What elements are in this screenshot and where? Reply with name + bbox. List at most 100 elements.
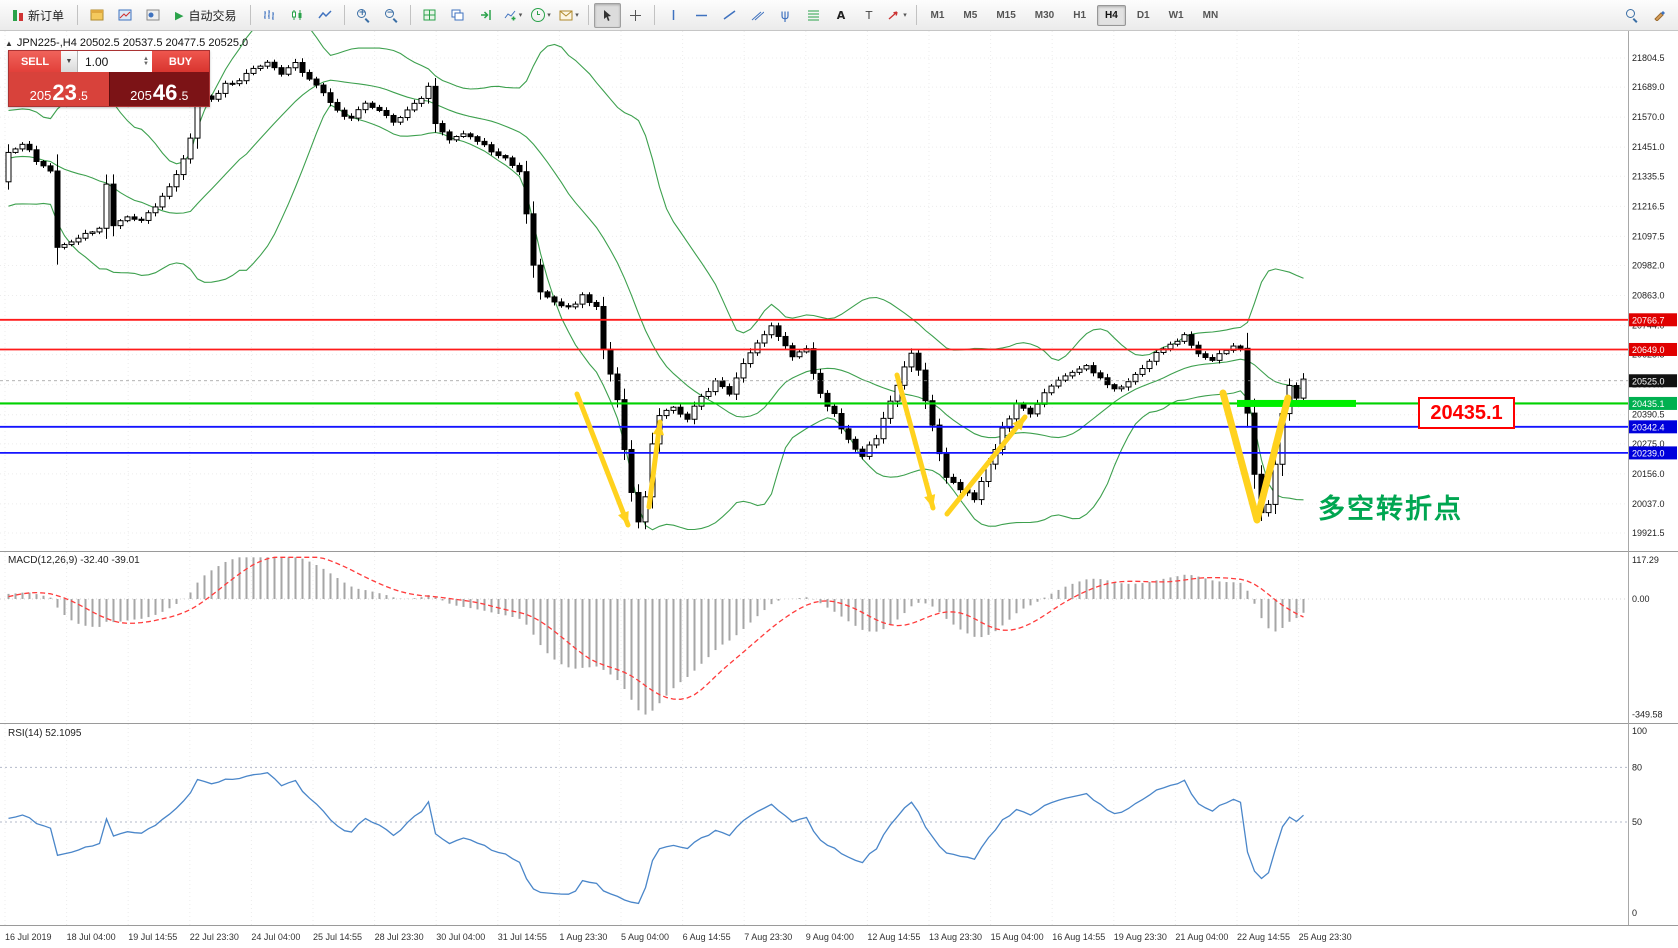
- timeframe-m15[interactable]: M15: [996, 9, 1016, 21]
- macd-panel-canvas[interactable]: 117.29 0.00 -349.58: [0, 551, 1678, 723]
- search-icon[interactable]: [1618, 3, 1645, 28]
- price-chart-canvas[interactable]: 21804.5 21689.0 21570.0 21451.0 21335.5 21216…: [0, 31, 1678, 551]
- toolbar-separator: [587, 5, 589, 25]
- templates-icon[interactable]: ▾: [556, 3, 583, 28]
- ask-price-suffix: .5: [178, 89, 189, 103]
- price-scale-label: 20275.0: [1632, 439, 1665, 449]
- rsi-scale-label: 80: [1632, 762, 1642, 772]
- bar-chart-icon[interactable]: [256, 3, 283, 28]
- equidistant-channel-icon[interactable]: [744, 3, 771, 28]
- charts-window-icon[interactable]: [83, 3, 110, 28]
- time-label: 19 Aug 23:30: [1113, 932, 1167, 942]
- andrews-pitchfork-icon[interactable]: ψ: [780, 7, 790, 23]
- support-highlight-segment[interactable]: [1237, 399, 1356, 407]
- indicators-icon[interactable]: ▾: [500, 3, 527, 28]
- price-scale-label: 21451.0: [1632, 142, 1665, 152]
- svg-text:20435.1: 20435.1: [1632, 399, 1665, 409]
- market-watch-icon[interactable]: [111, 3, 138, 28]
- timeframe-h4[interactable]: H4: [1097, 4, 1126, 26]
- toolbar-separator: [343, 5, 345, 25]
- autotrading-button[interactable]: ▶ 自动交易: [175, 8, 237, 23]
- price-scale-label: 20863.0: [1632, 291, 1665, 301]
- collapse-chart-icon[interactable]: ▲: [5, 38, 13, 48]
- timeframe-h1[interactable]: H1: [1073, 9, 1087, 21]
- chart-shift-icon[interactable]: [472, 3, 499, 28]
- timeframe-m1[interactable]: M1: [930, 9, 945, 21]
- hline-price-badge: [1629, 342, 1677, 356]
- rsi-scale-label: 0: [1632, 908, 1637, 918]
- zoom-in-icon[interactable]: +: [350, 3, 377, 28]
- price-scale-label: 21335.5: [1632, 171, 1665, 181]
- line-chart-icon[interactable]: [312, 3, 339, 28]
- order-type-dropdown[interactable]: ▼: [61, 51, 78, 72]
- rsi-line: [8, 772, 1304, 905]
- volume-stepper[interactable]: ▲ ▼: [143, 55, 149, 67]
- symbol-line-text: JPN225-,H4 20502.5 20537.5 20477.5 20525…: [16, 37, 249, 49]
- timeframe-mn[interactable]: MN: [1202, 9, 1219, 21]
- trendline-icon[interactable]: [716, 3, 743, 28]
- price-scale-label: 19921.5: [1632, 528, 1665, 538]
- bid-price-big: 23: [52, 80, 77, 105]
- time-label: 16 Jul 2019: [5, 932, 52, 942]
- price-callout-box: 20435.1: [1418, 397, 1515, 429]
- crosshair-icon[interactable]: [622, 3, 649, 28]
- time-label: 15 Aug 04:00: [990, 932, 1044, 942]
- text-label-icon[interactable]: T: [865, 8, 873, 22]
- volume-increase-icon[interactable]: ▲: [143, 55, 149, 62]
- bid-price-display[interactable]: 205 23.5: [9, 72, 109, 106]
- ask-price-display[interactable]: 205 46.5: [108, 72, 209, 106]
- price-scale-label: 21804.5: [1632, 53, 1665, 63]
- periods-icon[interactable]: ▾: [528, 3, 555, 28]
- time-label: 25 Jul 14:55: [313, 932, 363, 942]
- price-scale-label: 20156.0: [1632, 469, 1665, 479]
- horizontal-line-icon[interactable]: [688, 3, 715, 28]
- rebound-up-arrow-2[interactable]: [944, 414, 1028, 517]
- time-label: 18 Jul 04:00: [66, 932, 116, 942]
- time-label: 12 Aug 14:55: [867, 932, 921, 942]
- time-axis[interactable]: 16 Jul 2019 18 Jul 04:00 19 Jul 14:55 22 Ju…: [0, 925, 1678, 948]
- new-order-button[interactable]: 新订单: [5, 3, 72, 28]
- time-label: 22 Aug 14:55: [1237, 932, 1291, 942]
- arrows-icon[interactable]: ▾: [884, 3, 911, 28]
- impulse-down-arrow-2[interactable]: [894, 372, 936, 511]
- hline-price-badge: [1629, 396, 1677, 410]
- timeframe-w1[interactable]: W1: [1168, 9, 1184, 21]
- rsi-scale-label: 100: [1632, 726, 1647, 736]
- cursor-icon[interactable]: [593, 2, 621, 28]
- fibonacci-icon[interactable]: [800, 3, 827, 28]
- time-label: 1 Aug 23:30: [559, 932, 608, 942]
- impulse-down-arrow-1[interactable]: [574, 391, 631, 528]
- rsi-indicator-label: RSI(14) 52.1095: [8, 728, 82, 739]
- price-scale-label: 21689.0: [1632, 82, 1665, 92]
- chart-window: 21804.5 21689.0 21570.0 21451.0 21335.5 21216…: [0, 31, 1678, 948]
- sell-button[interactable]: SELL: [9, 51, 61, 72]
- time-label: 19 Jul 14:55: [128, 932, 178, 942]
- candle-chart-icon[interactable]: [284, 3, 311, 28]
- current-price-badge: [1629, 374, 1677, 388]
- timeframe-d1[interactable]: D1: [1136, 9, 1150, 21]
- zoom-out-icon[interactable]: −: [378, 3, 405, 28]
- navigator-icon[interactable]: [139, 3, 166, 28]
- style-brush-icon[interactable]: [1646, 3, 1673, 28]
- volume-decrease-icon[interactable]: ▼: [143, 60, 149, 67]
- vertical-line-icon[interactable]: [660, 3, 687, 28]
- symbol-ohlc-label: ▲ JPN225-,H4 20502.5 20537.5 20477.5 205…: [5, 37, 248, 49]
- timeframe-m30[interactable]: M30: [1034, 9, 1055, 21]
- macd-signal-line: [8, 556, 1304, 700]
- time-label: 9 Aug 04:00: [805, 932, 854, 942]
- time-label: 22 Jul 23:30: [189, 932, 239, 942]
- buy-button[interactable]: BUY: [152, 51, 209, 72]
- rsi-scale-label: 50: [1632, 817, 1642, 827]
- annotation-text: 多空转折点: [1318, 494, 1463, 524]
- volume-input[interactable]: 1.00 ▲ ▼: [78, 51, 152, 72]
- time-label: 21 Aug 04:00: [1175, 932, 1229, 942]
- rebound-up-arrow-1[interactable]: [646, 419, 665, 510]
- v-reversal-mark[interactable]: [1219, 389, 1292, 524]
- hline-price-badge: [1629, 313, 1677, 327]
- rsi-panel-canvas[interactable]: 100 80 50 0: [0, 723, 1678, 925]
- arrange-charts-icon[interactable]: [444, 3, 471, 28]
- timeframe-m5[interactable]: M5: [963, 9, 978, 21]
- tile-windows-icon[interactable]: [416, 3, 443, 28]
- text-icon[interactable]: A: [836, 8, 846, 22]
- time-label: 25 Aug 23:30: [1298, 932, 1352, 942]
